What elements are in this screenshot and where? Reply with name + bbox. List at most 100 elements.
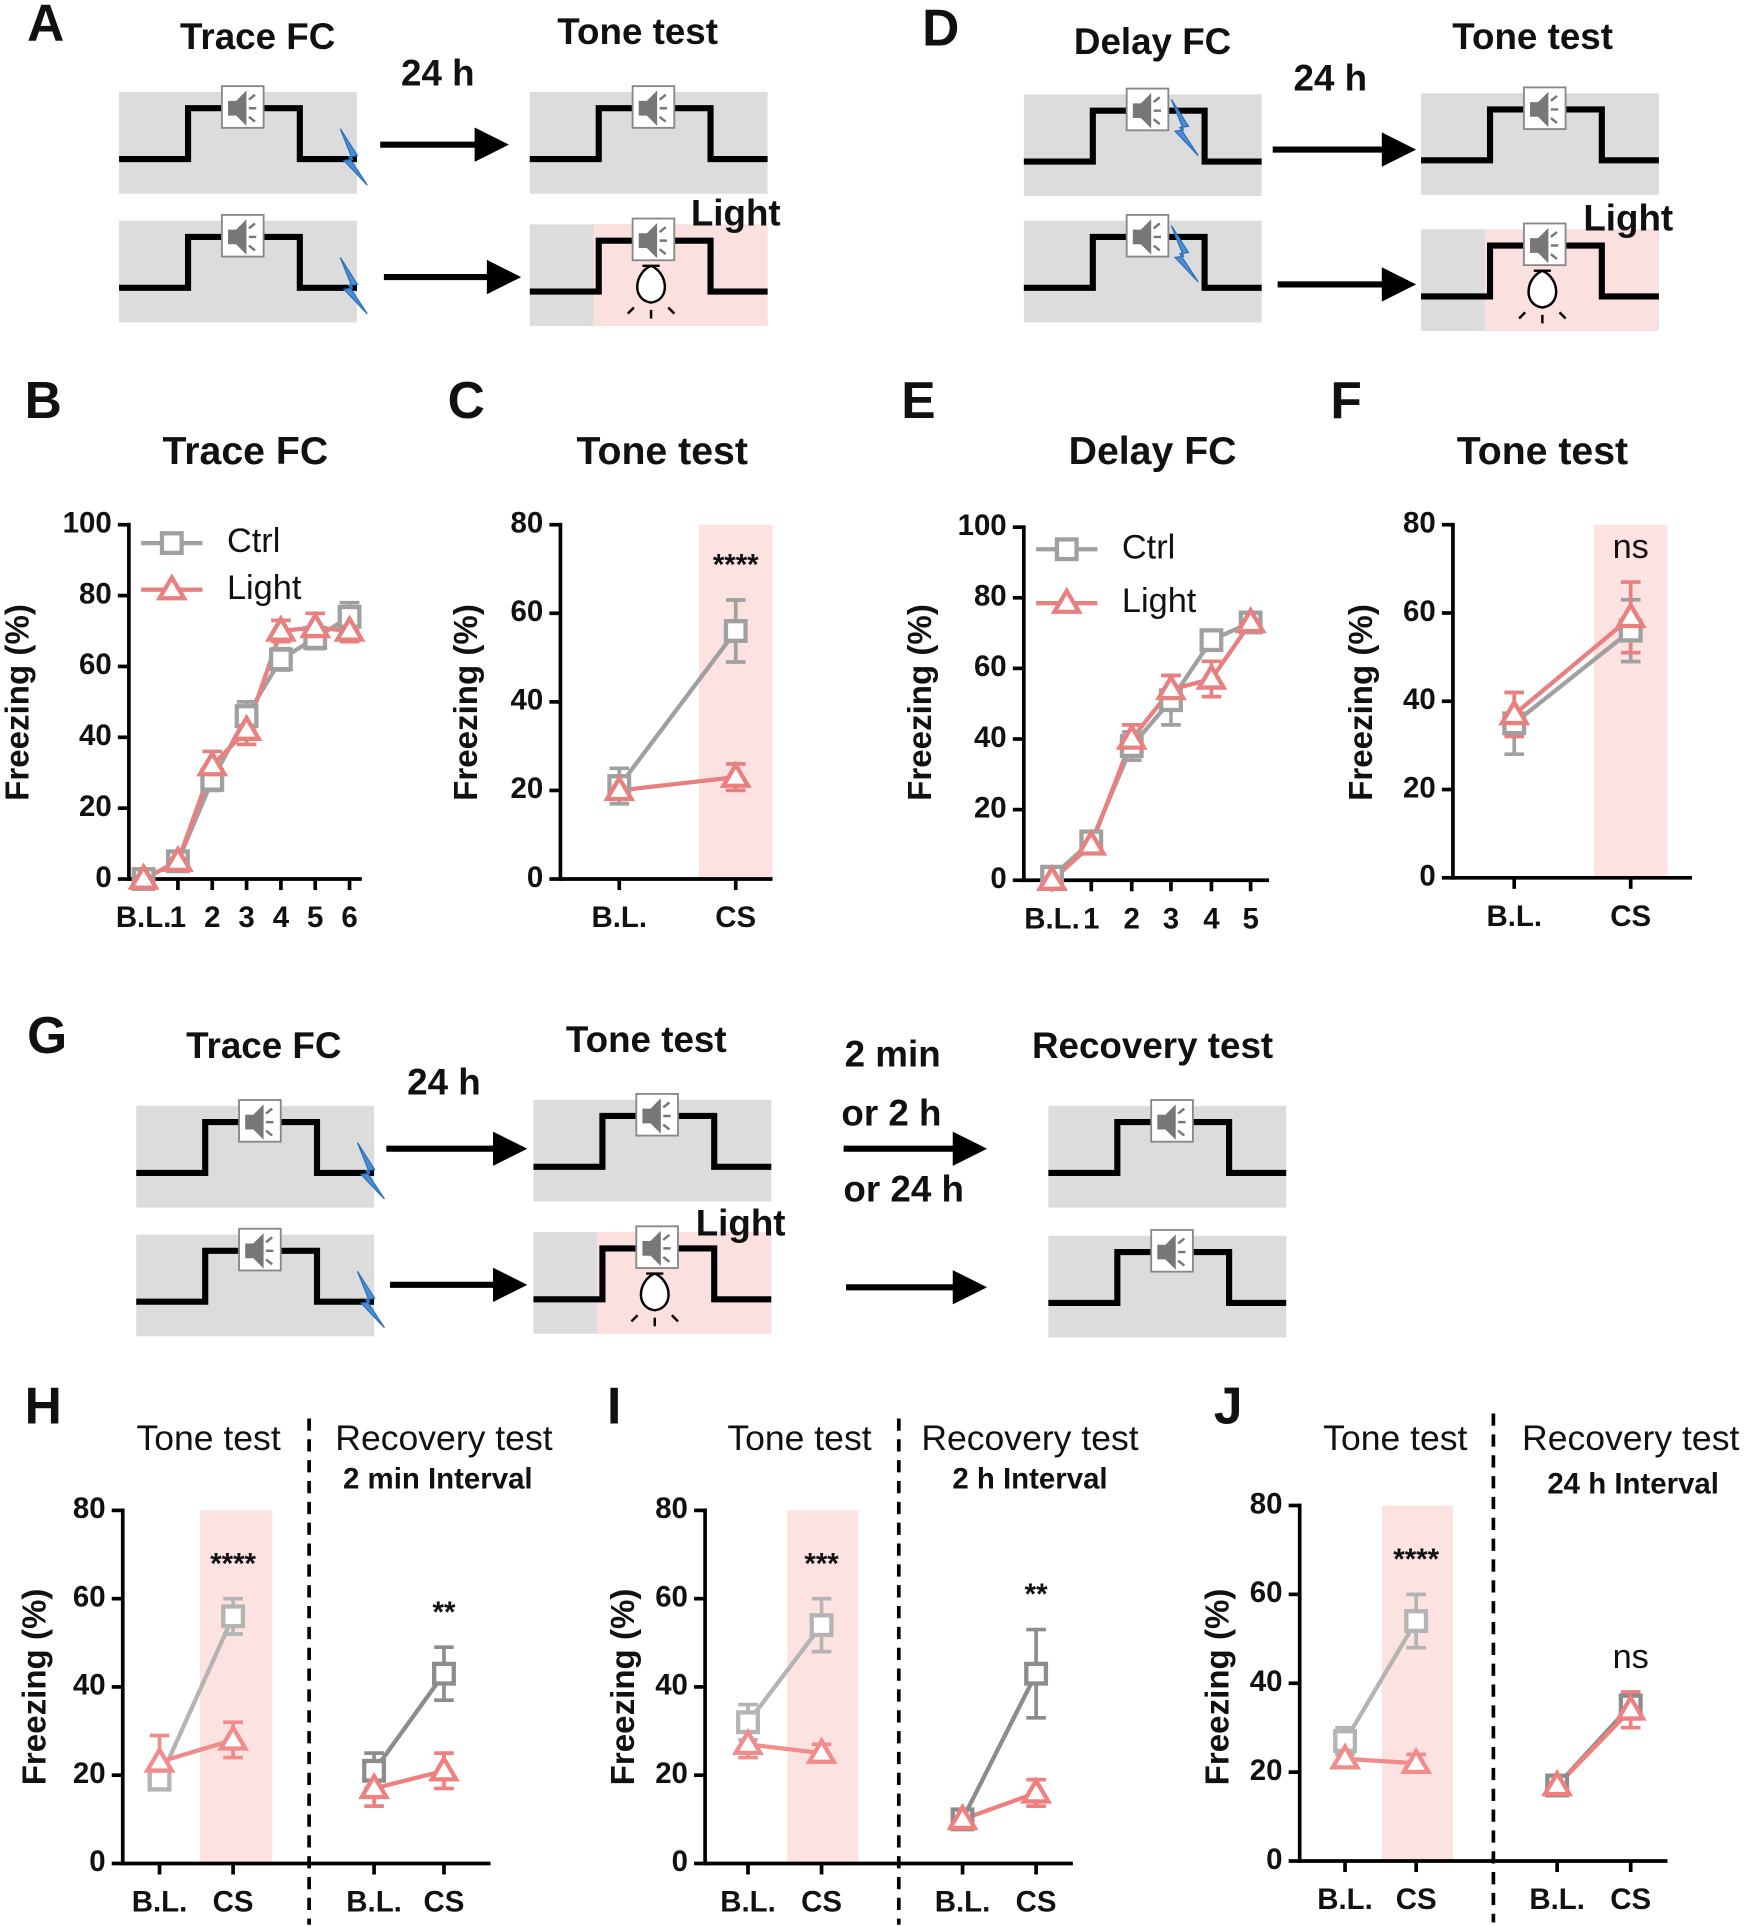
marker: [161, 844, 194, 873]
interval-label: 24 h: [401, 53, 475, 94]
x-tick-label: CS: [1396, 1883, 1437, 1916]
panel-letter: D: [922, 0, 959, 56]
group-subtitle: 24 h Interval: [1547, 1468, 1719, 1501]
marker: [1614, 1693, 1647, 1721]
x-tick-label: 5: [1242, 902, 1258, 935]
significance: ns: [1613, 1638, 1649, 1676]
significance: **: [433, 1596, 456, 1629]
marker: [333, 614, 366, 642]
diagram-title: Tone test: [1452, 16, 1613, 57]
y-tick-label: 0: [1266, 1843, 1282, 1876]
x-tick-label: B.L.: [116, 901, 172, 934]
x-tick-label: B.L.: [1317, 1883, 1373, 1916]
x-tick-label: CS: [213, 1886, 254, 1919]
series-line: [373, 1768, 445, 1791]
y-tick-label: 40: [1250, 1665, 1283, 1698]
shock-icon: [1170, 225, 1199, 283]
x-tick-label: CS: [1610, 900, 1651, 933]
diagram-title: Recovery test: [1032, 1025, 1273, 1066]
shock-icon: [339, 128, 368, 186]
y-tick-label: 0: [672, 1845, 688, 1878]
x-tick-label: 6: [341, 901, 357, 934]
panel-letter: I: [607, 1376, 621, 1434]
highlight-band: [787, 1510, 859, 1864]
legend-label: Ctrl: [227, 522, 280, 560]
arrow-head: [1381, 267, 1417, 302]
speaker-icon: [245, 1233, 274, 1269]
series-line: [1512, 628, 1633, 726]
speaker-icon: [1530, 91, 1559, 128]
speaker-icon: [1132, 93, 1162, 129]
y-tick-label: 80: [511, 506, 544, 539]
x-tick-label: B.L.: [591, 901, 647, 934]
series-line: [1555, 1708, 1633, 1787]
marker: [723, 619, 748, 643]
marker: [147, 1767, 172, 1792]
light-bulb: [626, 264, 676, 319]
x-tick-label: B.L.: [1024, 902, 1080, 935]
chart-title: Trace FC: [163, 429, 329, 473]
y-axis-label: Freezing (%): [605, 1589, 642, 1786]
speaker-icon: [638, 90, 667, 126]
marker: [1404, 1609, 1429, 1633]
diagram-title: Delay FC: [1074, 21, 1231, 62]
y-axis-label: Freezing (%): [448, 604, 485, 801]
y-tick-label: 60: [655, 1580, 688, 1613]
significance: ns: [1613, 528, 1649, 566]
legend-marker: [155, 573, 188, 601]
marker: [1154, 673, 1187, 701]
shock-icon: [356, 1271, 385, 1329]
y-axis-label: Freezing (%): [1200, 1589, 1237, 1786]
y-tick-label: 20: [73, 1757, 106, 1790]
group-title: Tone test: [136, 1418, 280, 1458]
shock-icon: [356, 1142, 385, 1200]
marker: [1115, 722, 1148, 750]
marker: [1075, 828, 1108, 856]
marker: [731, 1727, 765, 1756]
highlight-band: [1381, 1505, 1453, 1862]
marker: [196, 749, 229, 777]
panel-letter: H: [25, 1376, 62, 1434]
group-title: Recovery test: [921, 1418, 1138, 1458]
series-line: [1512, 615, 1633, 717]
marker: [809, 1613, 834, 1638]
y-tick-label: 40: [655, 1669, 688, 1702]
y-tick-label: 80: [974, 580, 1007, 613]
interval-label: 2 min: [845, 1034, 941, 1075]
marker: [1234, 606, 1267, 634]
y-tick-label: 40: [974, 721, 1007, 754]
x-tick-label: 2: [204, 901, 220, 934]
speaker-icon: [642, 1098, 671, 1134]
x-tick-label: 3: [238, 901, 254, 934]
marker: [427, 1754, 460, 1782]
panel-letter: E: [901, 371, 935, 429]
arrow-head: [492, 1267, 528, 1302]
y-tick-label: 100: [63, 506, 112, 539]
x-tick-label: 2: [1124, 902, 1140, 935]
x-tick-label: CS: [801, 1886, 842, 1919]
y-axis-label: Freezing (%): [17, 1589, 54, 1786]
highlight-band: [698, 524, 773, 880]
legend-marker: [1054, 537, 1079, 562]
y-tick-label: 60: [1250, 1576, 1283, 1609]
y-tick-label: 0: [95, 861, 111, 894]
speaker-icon: [245, 1104, 274, 1140]
diagram-title: Tone test: [557, 11, 718, 52]
marker: [432, 1661, 456, 1686]
diagram-title: Trace FC: [186, 1025, 341, 1066]
interval-label: 24 h: [407, 1062, 481, 1103]
x-tick-label: 4: [273, 901, 290, 934]
shock-icon: [339, 257, 368, 315]
y-tick-label: 60: [79, 648, 112, 681]
speaker-icon: [1132, 219, 1162, 255]
y-tick-label: 100: [958, 509, 1007, 542]
speaker-icon: [228, 90, 257, 126]
y-tick-label: 0: [527, 861, 543, 894]
marker: [1195, 662, 1228, 690]
series-line: [747, 1742, 822, 1756]
marker: [143, 1745, 176, 1773]
y-tick-label: 60: [73, 1580, 106, 1613]
speaker-icon: [228, 219, 257, 255]
series-line: [157, 1615, 236, 1781]
